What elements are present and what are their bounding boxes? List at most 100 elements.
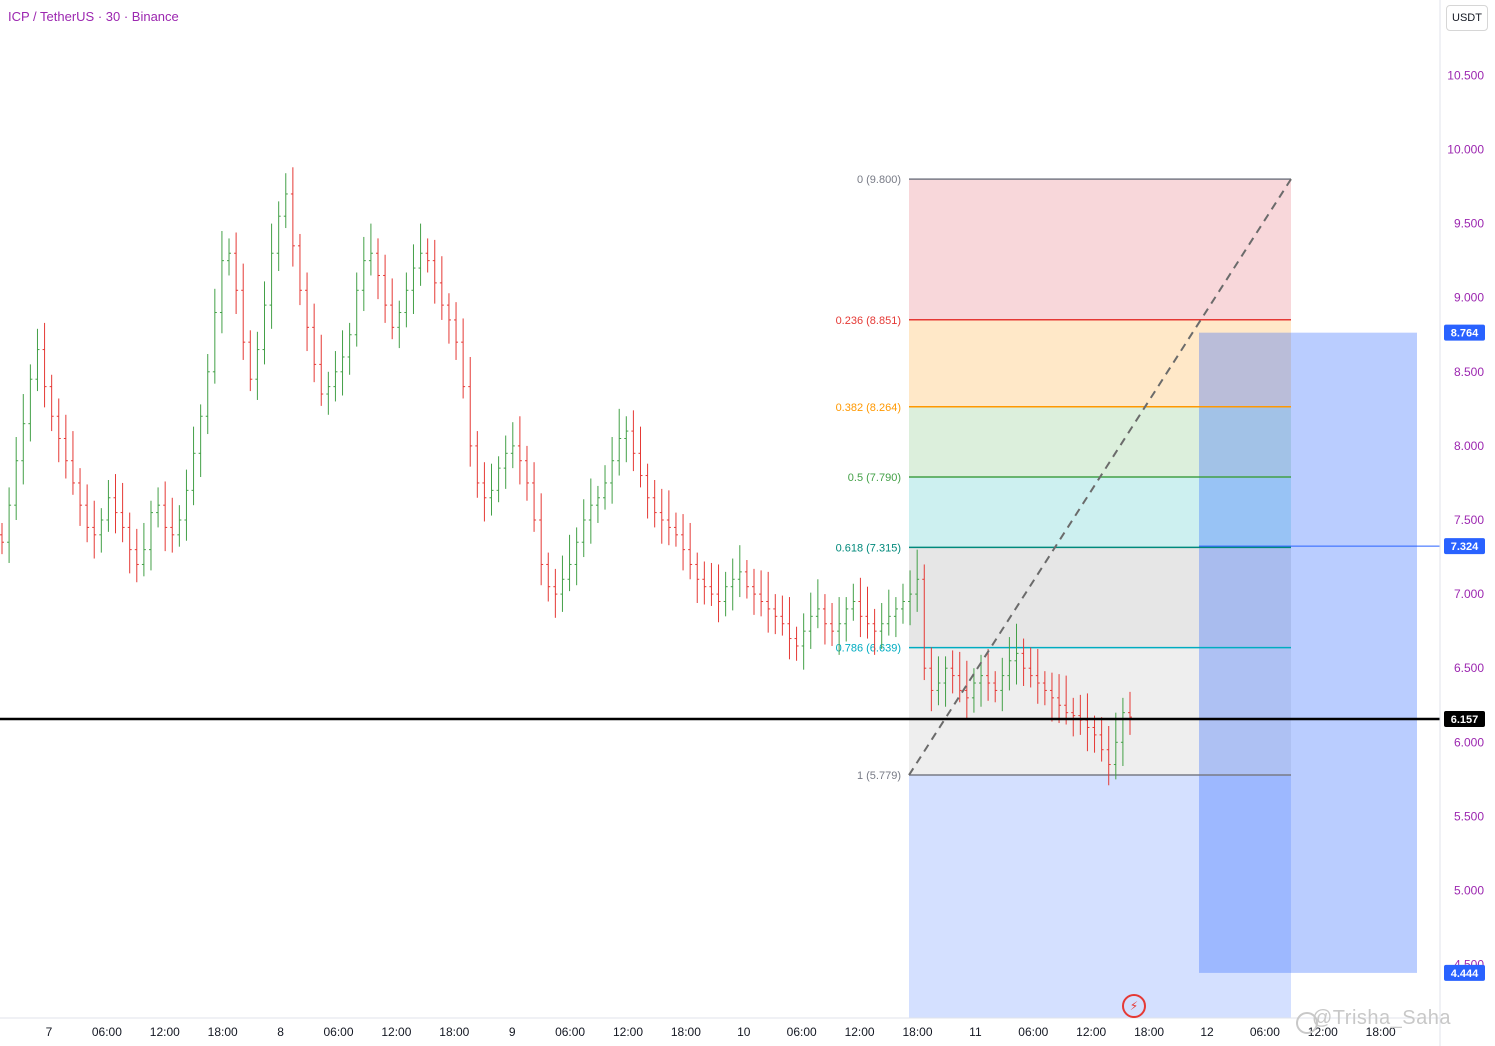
- trend-line: [908, 178, 1292, 776]
- ohlc-bar: [361, 236, 366, 312]
- ohlc-bar: [78, 468, 83, 526]
- y-tick-label: 8.000: [1454, 439, 1484, 453]
- ohlc-bar: [553, 568, 558, 618]
- ohlc-bar: [929, 647, 934, 712]
- ohlc-bar: [468, 356, 473, 467]
- ohlc-bar: [170, 497, 175, 553]
- ohlc-bar: [92, 500, 97, 559]
- fib-levels: 0 (9.800) 0.236 (8.851) 0.382 (8.264) 0.5 (…: [836, 174, 1291, 782]
- ohlc-bar: [1042, 671, 1047, 706]
- ohlc-bar: [524, 445, 529, 501]
- ohlc-bar: [1007, 637, 1012, 691]
- x-tick-label: 18:00: [1366, 1025, 1396, 1039]
- ohlc-bar: [801, 613, 806, 670]
- ohlc-bar: [269, 223, 274, 329]
- ohlc-bar: [262, 281, 267, 365]
- ohlc-bar: [1057, 674, 1062, 724]
- ohlc-bar: [610, 437, 615, 504]
- fib-zone-0.236: [909, 319, 1291, 407]
- ohlc-bar: [773, 594, 778, 635]
- axes: [0, 0, 1441, 1046]
- ohlc-bar: [1064, 675, 1069, 725]
- y-tick-label: 6.000: [1454, 735, 1484, 749]
- ohlc-bar: [305, 272, 310, 352]
- x-tick-label: 18:00: [439, 1025, 469, 1039]
- ohlc-bar: [723, 571, 728, 617]
- currency-unit-button[interactable]: USDT: [1446, 5, 1488, 31]
- ohlc-bar: [241, 263, 246, 360]
- ohlc-bar: [283, 173, 288, 229]
- ohlc-bar: [844, 597, 849, 642]
- ohlc-bar: [411, 244, 416, 315]
- y-tick-label: 5.500: [1454, 809, 1484, 823]
- ohlc-bar: [418, 223, 423, 286]
- dashed-trend-line: [908, 178, 1292, 776]
- price-label-bg: [1444, 964, 1485, 981]
- ohlc-bar: [588, 478, 593, 544]
- ohlc-bar: [517, 416, 522, 485]
- ohlc-bar: [744, 560, 749, 599]
- x-tick-label: 11: [969, 1025, 982, 1039]
- ohlc-bar: [1099, 717, 1104, 762]
- ohlc-bar: [482, 462, 487, 522]
- ohlc-bar: [1106, 725, 1111, 786]
- ohlc-bar: [14, 437, 19, 520]
- x-tick-label: 12:00: [381, 1025, 411, 1039]
- target-zone: [909, 332, 1417, 1018]
- price-label-text: 7.324: [1451, 541, 1479, 553]
- ohlc-bar: [248, 330, 253, 392]
- price-label-4_444: 4.444: [1444, 964, 1485, 981]
- ohlc-bar: [752, 568, 756, 615]
- ohlc-bar: [851, 583, 856, 621]
- ohlc-bar: [780, 595, 785, 636]
- ohlc-bar: [567, 534, 572, 592]
- x-tick-label: 12:00: [150, 1025, 180, 1039]
- ohlc-bar: [1113, 712, 1118, 780]
- ohlc-bar: [766, 571, 771, 633]
- ohlc-bar: [1071, 697, 1076, 737]
- price-label-text: 8.764: [1451, 328, 1479, 340]
- fib-label-0.236: 0.236 (8.851): [836, 315, 901, 327]
- ohlc-bar: [893, 597, 898, 638]
- ohlc-bar: [7, 487, 12, 563]
- y-tick-label: 7.000: [1454, 587, 1484, 601]
- ohlc-bar: [574, 527, 579, 586]
- ohlc-bar: [191, 426, 196, 506]
- x-tick-label: 18:00: [671, 1025, 701, 1039]
- x-tick-label: 06:00: [92, 1025, 122, 1039]
- y-axis-labels: 10.500 10.000 9.500 9.000 8.500 8.000 7.500 7.0…: [1447, 68, 1484, 971]
- ohlc-bar: [390, 278, 395, 340]
- price-label-bg: [1444, 711, 1485, 728]
- ohlc-bar: [354, 272, 359, 347]
- ohlc-bar: [964, 660, 969, 719]
- ohlc-bar: [681, 514, 686, 571]
- fib-label-0: 0 (9.800): [857, 174, 901, 186]
- ohlc-bar: [255, 331, 260, 400]
- ohlc-bar: [432, 239, 437, 304]
- ohlc-bar: [716, 564, 721, 623]
- ohlc-bar: [603, 465, 608, 510]
- x-tick-label: 06:00: [1250, 1025, 1280, 1039]
- ohlc-bar: [759, 570, 764, 617]
- ohlc-bar: [148, 500, 153, 571]
- ohlc-bar: [617, 408, 622, 476]
- ohlc-bar: [439, 256, 444, 320]
- ohlc-bar: [134, 528, 139, 583]
- ohlc-bar: [28, 364, 33, 442]
- price-label-text: 6.157: [1451, 714, 1479, 726]
- ohlc-bar: [489, 463, 494, 516]
- price-label-bg: [1444, 324, 1485, 341]
- fib-zone-0.786: [909, 647, 1291, 776]
- ohlc-bar: [993, 671, 998, 703]
- ohlc-bar: [709, 562, 714, 606]
- alert-bolt-icon[interactable]: ⚡: [1122, 994, 1146, 1018]
- ohlc-bar: [333, 351, 338, 402]
- ohlc-bar: [546, 552, 551, 602]
- ohlc-bar: [141, 522, 146, 577]
- ohlc-bar: [276, 201, 281, 272]
- ohlc-bar: [787, 597, 792, 660]
- target-box: [1199, 332, 1417, 973]
- ohlc-bar: [957, 651, 962, 703]
- ohlc-bar: [645, 463, 650, 519]
